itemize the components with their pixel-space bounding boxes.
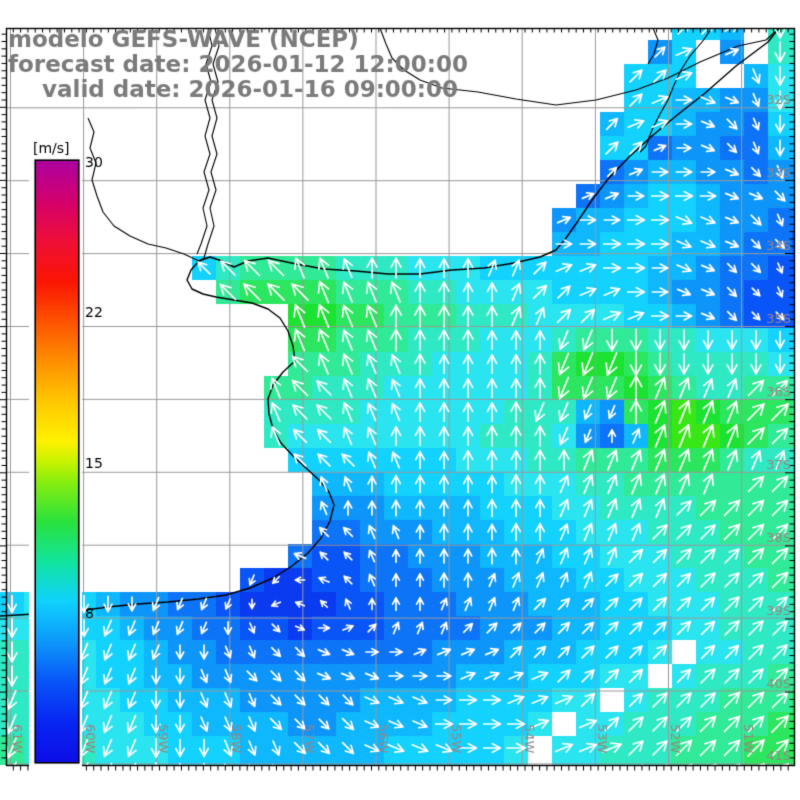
wind-field-map-canvas: [0, 0, 800, 800]
weather-map-page: modelo GEFS-WAVE (NCEP) forecast date: 2…: [0, 0, 800, 800]
